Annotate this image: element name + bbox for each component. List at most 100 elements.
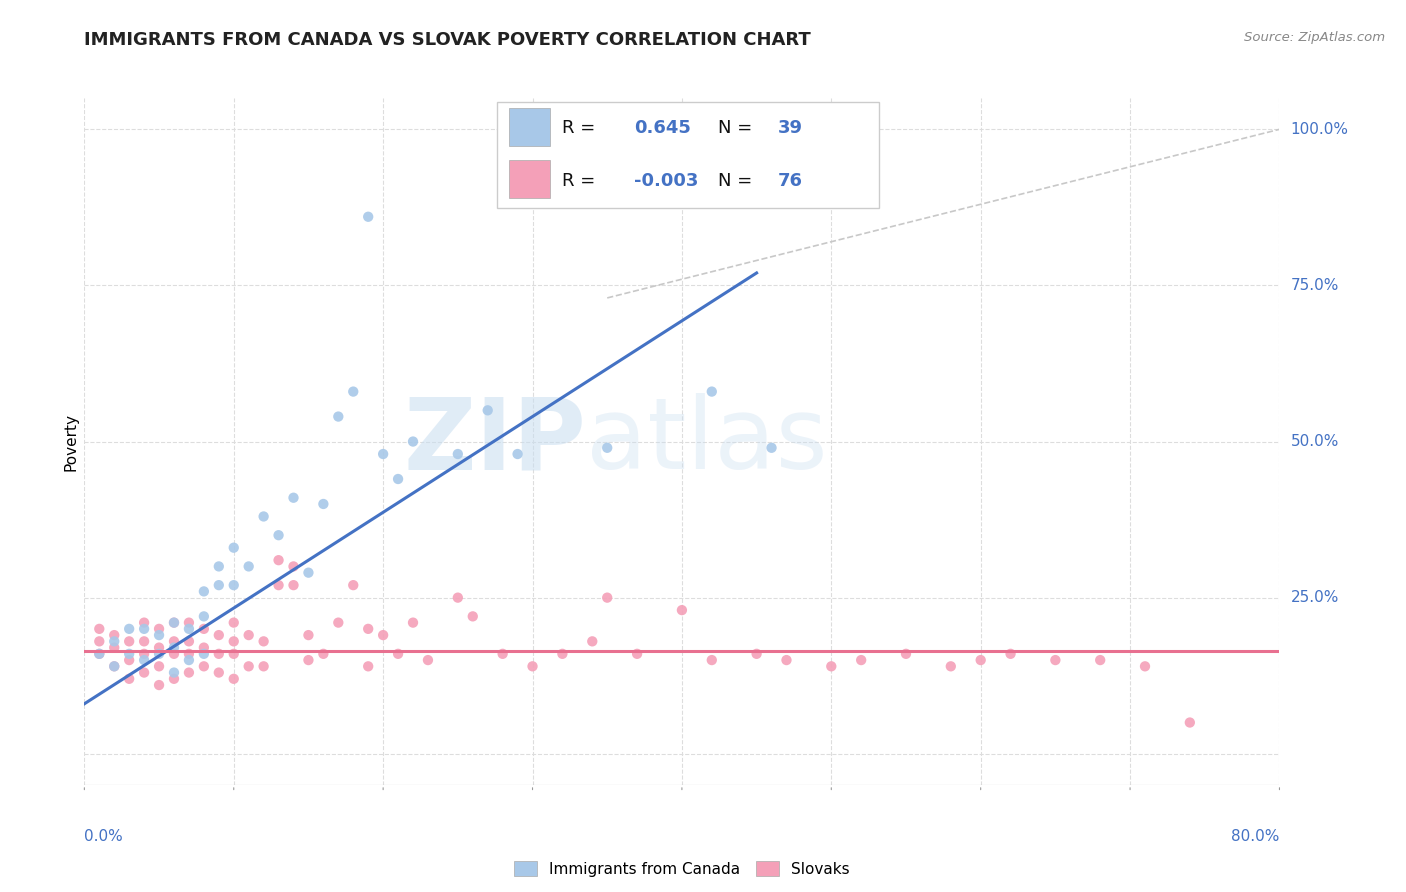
Point [177,615,200,630]
Point [89,647,111,661]
Text: -0.003: -0.003 [634,171,699,189]
Point [416,653,439,667]
Point [297,566,319,580]
Point [357,659,380,673]
Point [208,578,231,592]
Point [238,559,260,574]
Point [163,615,186,630]
Point [775,653,797,667]
Point [387,647,409,661]
Point [177,653,200,667]
Text: 50.0%: 50.0% [1291,434,1339,449]
Point [894,647,917,661]
Point [461,609,484,624]
Point [373,628,395,642]
Text: 80.0%: 80.0% [1232,829,1279,844]
FancyBboxPatch shape [509,160,551,198]
Point [193,584,215,599]
Point [177,647,200,661]
Point [222,615,245,630]
Point [208,628,231,642]
Point [283,491,305,505]
Point [148,647,170,661]
Point [1178,715,1201,730]
Point [745,647,768,661]
Point [193,622,215,636]
Point [222,634,245,648]
Point [132,622,156,636]
Y-axis label: Poverty: Poverty [63,412,79,471]
Point [851,653,873,667]
Point [1000,647,1022,661]
Point [238,628,260,642]
Point [387,472,409,486]
Point [118,672,141,686]
Point [596,591,619,605]
Point [267,528,290,542]
Point [177,665,200,680]
Point [222,647,245,661]
Point [132,647,156,661]
Point [402,434,425,449]
Point [447,591,470,605]
Point [297,653,319,667]
Text: R =: R = [562,119,602,136]
Point [163,647,186,661]
Point [342,578,364,592]
Point [177,622,200,636]
Point [118,653,141,667]
Point [522,659,544,673]
Point [820,659,842,673]
Point [89,622,111,636]
Point [208,647,231,661]
Point [373,447,395,461]
Point [193,640,215,655]
Point [312,647,335,661]
Point [551,647,574,661]
Point [581,634,603,648]
Point [970,653,993,667]
Point [328,615,350,630]
Point [118,647,141,661]
Point [1090,653,1112,667]
Point [492,647,515,661]
Point [283,559,305,574]
Point [193,647,215,661]
Point [700,384,723,399]
Point [506,447,529,461]
Point [267,578,290,592]
Point [447,447,470,461]
Point [342,384,364,399]
Point [208,665,231,680]
Point [297,628,319,642]
Point [477,403,499,417]
Text: 0.0%: 0.0% [84,829,124,844]
Point [267,553,290,567]
Text: 76: 76 [778,171,803,189]
Text: R =: R = [562,171,602,189]
Text: IMMIGRANTS FROM CANADA VS SLOVAK POVERTY CORRELATION CHART: IMMIGRANTS FROM CANADA VS SLOVAK POVERTY… [84,31,811,49]
Point [118,634,141,648]
Point [132,615,156,630]
Point [596,441,619,455]
Point [193,609,215,624]
Text: ZIP: ZIP [404,393,586,490]
Point [357,210,380,224]
Point [238,659,260,673]
Point [357,622,380,636]
Point [1045,653,1067,667]
Point [148,659,170,673]
Point [163,640,186,655]
Point [222,578,245,592]
Point [253,634,276,648]
Text: 39: 39 [778,119,803,136]
FancyBboxPatch shape [496,102,879,208]
Point [163,665,186,680]
Legend: Immigrants from Canada, Slovaks: Immigrants from Canada, Slovaks [508,855,856,882]
Point [939,659,962,673]
Point [148,678,170,692]
Point [700,653,723,667]
Point [103,640,125,655]
Text: 75.0%: 75.0% [1291,278,1339,293]
Point [1133,659,1156,673]
